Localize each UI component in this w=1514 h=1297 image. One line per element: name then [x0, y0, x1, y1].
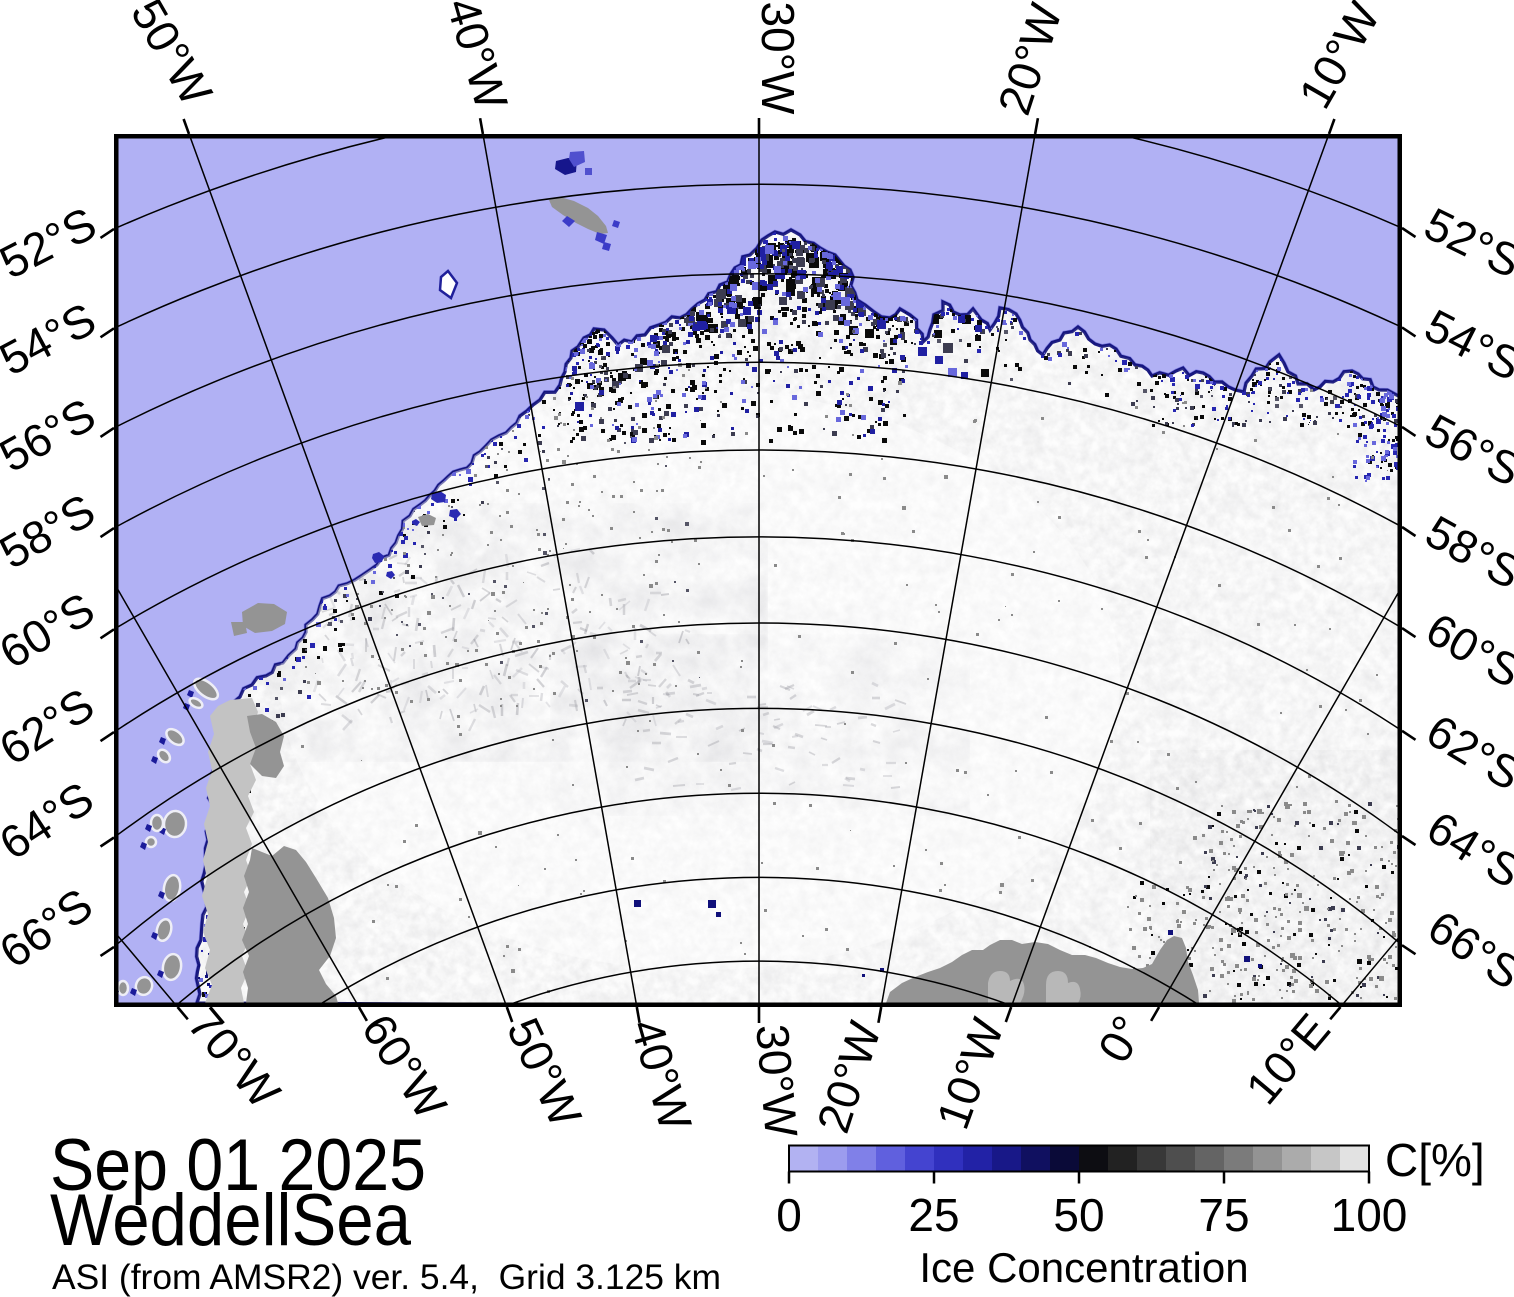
svg-text:ASI (from AMSR2) ver. 5.4, Gr: ASI (from AMSR2) ver. 5.4, Grid 3.125 km: [52, 1258, 721, 1297]
svg-text:50: 50: [1053, 1189, 1104, 1241]
svg-text:Ice Concentration: Ice Concentration: [919, 1244, 1248, 1291]
svg-text:30°W: 30°W: [746, 1022, 808, 1140]
svg-text:WeddellSea: WeddellSea: [50, 1180, 411, 1261]
svg-text:30°W: 30°W: [752, 2, 804, 116]
svg-text:75: 75: [1198, 1189, 1249, 1241]
svg-text:Sep 01 2025: Sep 01 2025: [50, 1125, 426, 1206]
svg-text:0: 0: [776, 1189, 802, 1241]
svg-text:C[%]: C[%]: [1385, 1134, 1485, 1186]
svg-text:100: 100: [1331, 1189, 1408, 1241]
svg-text:25: 25: [908, 1189, 959, 1241]
